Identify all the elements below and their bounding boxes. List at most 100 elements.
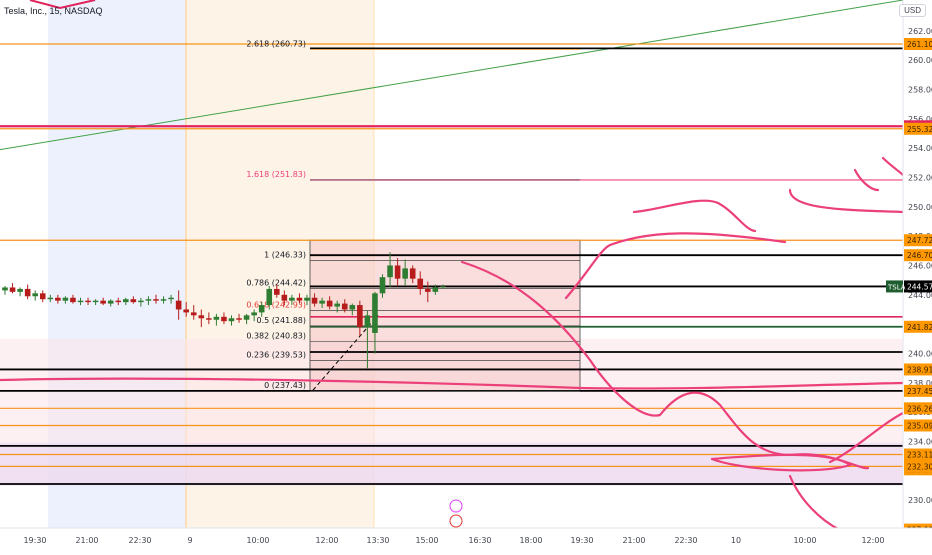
candle-body xyxy=(266,288,273,306)
candle-body xyxy=(440,286,446,288)
y-tick-label: 230.00 xyxy=(908,496,932,505)
candle-body xyxy=(228,318,235,322)
fib-label: 2.618 (260.73) xyxy=(246,39,306,48)
x-tick-label: 22:30 xyxy=(674,536,697,545)
currency-label[interactable]: USD xyxy=(899,4,926,17)
fib-label: 1.618 (251.83) xyxy=(246,170,306,179)
candle-body xyxy=(123,299,129,303)
y-tick-label: 260.00 xyxy=(908,56,932,65)
candle-body xyxy=(175,300,182,310)
candle-body xyxy=(153,299,159,301)
price-badge xyxy=(904,384,932,397)
price-badge xyxy=(904,320,932,333)
candle-body xyxy=(372,293,378,333)
candle-body xyxy=(251,312,257,316)
drawing-stroke xyxy=(0,377,905,390)
y-tick-label: 258.00 xyxy=(908,85,932,94)
ticker-badge xyxy=(886,280,903,293)
chart-title: Tesla, Inc., 15, NASDAQ xyxy=(4,6,103,16)
candle-body xyxy=(281,294,288,301)
drawing-stroke xyxy=(29,0,96,10)
drawing-stroke xyxy=(710,453,853,472)
candle-body xyxy=(32,293,38,297)
candle-body xyxy=(55,297,61,301)
price-badge xyxy=(904,234,932,247)
candle-body xyxy=(92,300,99,303)
y-tick-label: 250.00 xyxy=(908,203,932,212)
y-tick-label: 262.00 xyxy=(908,27,932,36)
price-badge xyxy=(904,38,932,50)
price-badge-label: 237.45 xyxy=(907,387,932,396)
candle-body xyxy=(107,300,114,304)
price-badge xyxy=(904,448,932,461)
x-tick-label: 10:00 xyxy=(246,536,269,545)
drawing-stroke xyxy=(564,232,787,300)
price-badge-label: 261.10 xyxy=(907,40,932,49)
fib-label: 0.786 (244.42) xyxy=(246,279,306,288)
event-icon xyxy=(449,499,463,513)
price-badge-label: 244.57 xyxy=(907,282,932,291)
candle-body xyxy=(206,318,212,320)
candle-body xyxy=(364,315,371,328)
candle-body xyxy=(409,268,416,279)
candle-body xyxy=(100,300,106,304)
candle-body xyxy=(145,299,152,301)
candle-body xyxy=(274,288,280,295)
demand-zone-inner xyxy=(0,442,903,486)
drawing-stroke xyxy=(632,199,757,233)
candle-body xyxy=(190,312,197,316)
x-tick-label: 13:30 xyxy=(366,536,389,545)
x-tick-label: 9 xyxy=(187,536,192,545)
candle-body xyxy=(304,297,310,301)
price-badge xyxy=(904,363,932,376)
candle-body xyxy=(85,300,91,303)
candle-body xyxy=(341,303,348,310)
drawing-stroke xyxy=(828,411,905,464)
candle-body xyxy=(77,300,84,303)
candle-body xyxy=(387,265,393,278)
candle-body xyxy=(379,277,386,294)
drawing-stroke xyxy=(788,474,842,532)
drawing-stroke xyxy=(881,156,905,177)
price-badge xyxy=(904,122,932,135)
fib-label: 0 (237.43) xyxy=(264,381,306,390)
position-box xyxy=(309,239,581,392)
candle-body xyxy=(417,278,424,289)
candle-body xyxy=(9,287,16,292)
drawing-stroke xyxy=(853,168,880,192)
y-tick-label: 240.00 xyxy=(908,349,932,358)
trend-line xyxy=(0,0,904,151)
candle-body xyxy=(39,293,46,300)
x-tick-label: 19:30 xyxy=(570,536,593,545)
price-badge xyxy=(904,402,932,415)
candle-body xyxy=(402,268,408,279)
x-tick-label: 12:00 xyxy=(861,536,884,545)
price-badge-label: 232.30 xyxy=(907,462,932,471)
candle-body xyxy=(24,288,31,297)
candle-body xyxy=(62,297,69,301)
y-tick-label: 244.00 xyxy=(908,291,932,300)
fib-anchor-line xyxy=(312,315,379,391)
fib-label: 0.236 (239.53) xyxy=(246,350,306,359)
candle-body xyxy=(296,297,303,301)
drawing-stroke xyxy=(788,188,905,214)
fib-label: 0.618 (242.93) xyxy=(246,300,306,309)
x-tick-label: 22:30 xyxy=(128,536,151,545)
price-badge xyxy=(904,460,932,473)
candle-body xyxy=(115,300,122,303)
candle-body xyxy=(326,300,333,307)
price-badge xyxy=(904,249,932,262)
candle-body xyxy=(2,287,8,291)
candle-body xyxy=(168,297,174,300)
candle-body xyxy=(425,288,431,292)
price-badge-label: 247.72 xyxy=(907,236,932,245)
candle-body xyxy=(258,305,265,313)
x-tick-label: 21:00 xyxy=(622,536,645,545)
y-tick-label: 252.00 xyxy=(908,173,932,182)
price-badge-label: 238.91 xyxy=(907,365,932,374)
ticker-label: TSLA xyxy=(887,283,906,291)
event-icon xyxy=(449,514,463,528)
price-badge xyxy=(904,280,932,293)
